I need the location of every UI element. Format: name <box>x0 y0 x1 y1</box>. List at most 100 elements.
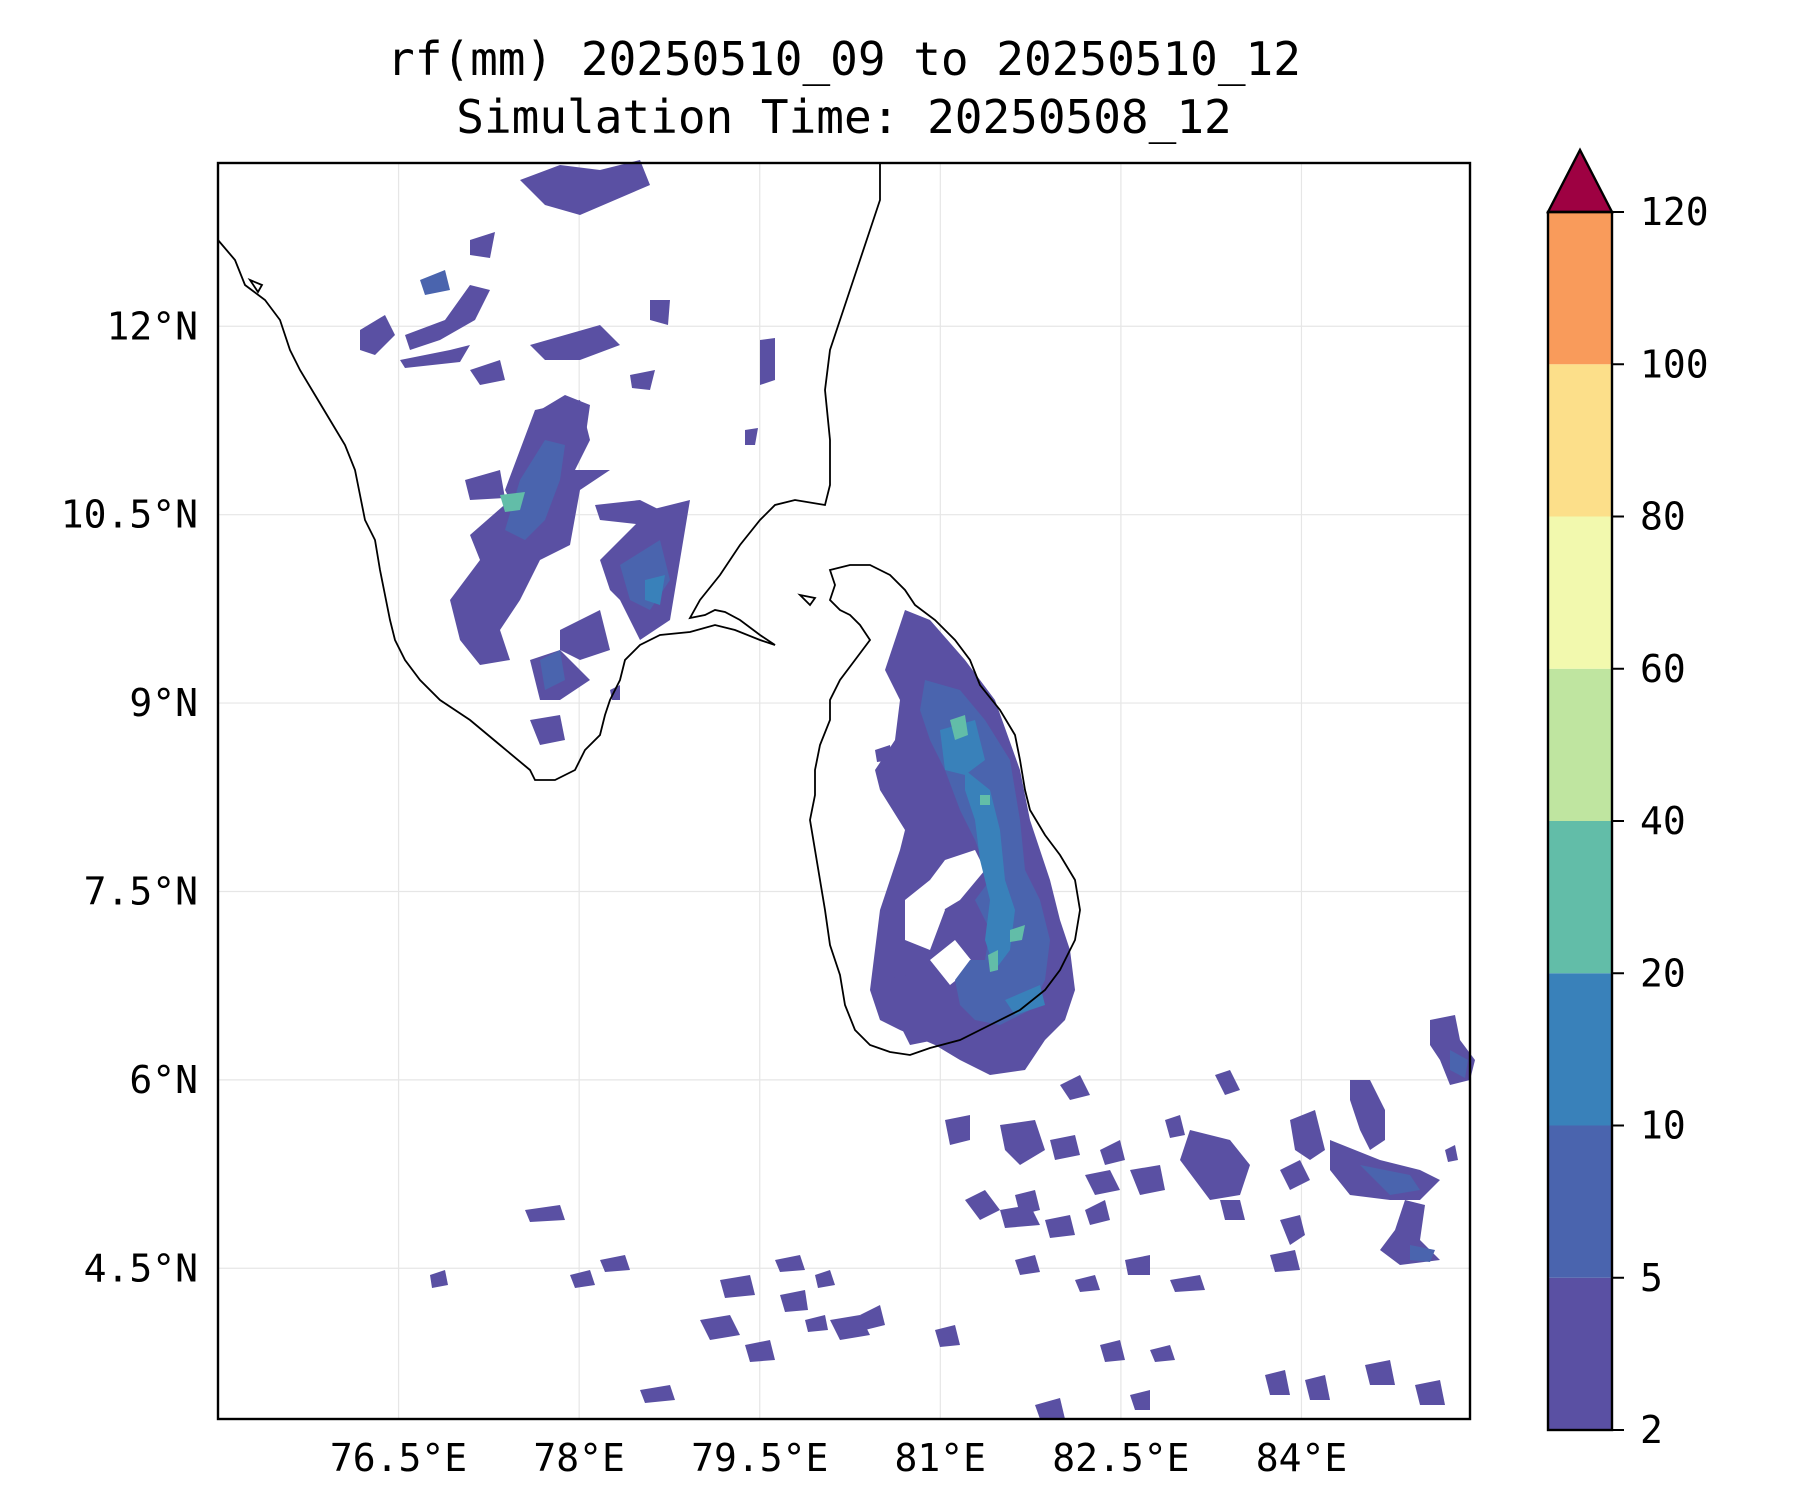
colorbar-label: 80 <box>1640 495 1686 539</box>
map-background <box>218 163 1470 1419</box>
x-tick-label: 79.5°E <box>691 1436 828 1480</box>
coastline-islet <box>247 278 264 294</box>
rain-patch <box>988 950 998 972</box>
rain-patch <box>700 1315 740 1340</box>
x-axis-ticks: 76.5°E 78°E 79.5°E 81°E 82.5°E 84°E <box>330 1436 1347 1480</box>
y-tick-label: 6°N <box>129 1058 198 1102</box>
rain-patch <box>950 715 968 740</box>
rain-patch <box>1035 1398 1065 1419</box>
rain-hole <box>905 880 945 950</box>
y-tick-label: 12°N <box>106 304 198 348</box>
y-tick-label: 10.5°N <box>61 493 198 537</box>
colorbar-segment <box>1548 364 1612 517</box>
rain-patch <box>650 300 670 325</box>
gridlines <box>218 163 1470 1419</box>
x-tick-label: 81°E <box>895 1436 987 1480</box>
rain-patch <box>1220 1200 1245 1220</box>
rain-patch <box>1130 1165 1165 1195</box>
rain-patch <box>420 270 450 295</box>
rain-patch <box>860 1305 885 1330</box>
rain-patch <box>1085 1200 1110 1225</box>
rain-patch <box>1270 1250 1300 1272</box>
rain-patch <box>520 160 650 215</box>
rain-patch <box>1075 1275 1100 1292</box>
y-tick-label: 7.5°N <box>84 869 198 913</box>
rain-patch <box>945 1115 970 1145</box>
y-axis-ticks: 12°N 10.5°N 9°N 7.5°N 6°N 4.5°N <box>61 304 198 1290</box>
colorbar-segment <box>1548 973 1612 1126</box>
rain-patch <box>1010 925 1025 942</box>
colorbar-label: 5 <box>1640 1256 1663 1300</box>
rain-patch <box>1280 1160 1310 1190</box>
map-title: rf(mm) 20250510_09 to 20250510_12 <box>387 32 1301 86</box>
rain-patch <box>1100 1340 1125 1362</box>
rain-patch <box>1165 1115 1185 1138</box>
rain-patch <box>965 770 1015 970</box>
colorbar-label: 60 <box>1640 647 1686 691</box>
rain-patch <box>940 720 985 775</box>
rain-patch <box>780 1290 808 1312</box>
colorbar: 2 5 10 20 40 60 80 100 120 <box>1546 147 1709 1452</box>
rain-patch <box>1450 1050 1468 1078</box>
rain-patch <box>600 1255 630 1272</box>
rain-patch <box>1180 1130 1250 1200</box>
rain-patch <box>745 1340 775 1362</box>
map-subtitle: Simulation Time: 20250508_12 <box>456 90 1232 144</box>
rain-patch <box>1350 1080 1385 1150</box>
rain-patch <box>1445 1145 1458 1162</box>
colorbar-label: 100 <box>1640 342 1709 386</box>
colorbar-segment <box>1548 212 1612 365</box>
rain-patch <box>1060 1075 1090 1100</box>
rain-patch <box>1290 1110 1325 1160</box>
colorbar-segment <box>1548 668 1612 821</box>
rain-patch <box>1000 1205 1040 1228</box>
rain-patch <box>1045 1215 1075 1238</box>
rain-patch <box>1305 1375 1330 1400</box>
rain-patch <box>1150 1345 1175 1362</box>
rain-patch <box>1365 1360 1395 1385</box>
rain-patch <box>1085 1170 1120 1195</box>
rain-patch <box>645 575 665 605</box>
coastline-islet <box>797 593 817 607</box>
rain-patch <box>815 1270 835 1288</box>
rain-patch <box>405 285 490 350</box>
rain-patch <box>1215 1070 1240 1095</box>
rain-patch <box>570 1270 595 1288</box>
x-tick-label: 82.5°E <box>1052 1436 1189 1480</box>
rain-patch <box>1360 1165 1420 1195</box>
rain-patch <box>805 1315 828 1332</box>
rain-patch <box>1000 1120 1045 1165</box>
rain-patch <box>745 428 758 445</box>
rain-patch <box>530 325 620 360</box>
rain-patch <box>965 1190 1000 1220</box>
rainfall-contours <box>360 160 1475 1419</box>
colorbar-label: 40 <box>1640 799 1686 843</box>
colorbar-label: 2 <box>1640 1408 1663 1452</box>
rain-patch <box>1100 1140 1125 1165</box>
colorbar-segment <box>1548 1277 1612 1430</box>
rain-patch <box>630 370 655 390</box>
colorbar-extend-arrow <box>1546 147 1614 214</box>
rain-patch <box>1280 1215 1305 1245</box>
colorbar-label: 10 <box>1640 1104 1686 1148</box>
rain-patch <box>1410 1245 1435 1262</box>
rain-patch <box>500 492 525 512</box>
colorbar-segment <box>1548 1125 1612 1278</box>
colorbar-segment <box>1548 821 1612 974</box>
rain-patch <box>540 650 565 690</box>
rain-patch <box>360 315 395 355</box>
rain-patch <box>525 1205 565 1222</box>
rain-patch <box>505 440 565 540</box>
rain-patch <box>890 960 908 978</box>
rain-patch <box>935 1325 960 1347</box>
rain-patch <box>900 1020 935 1045</box>
colorbar-segment <box>1548 516 1612 669</box>
rain-patch <box>775 1255 805 1272</box>
rain-patch <box>1125 1255 1150 1275</box>
rain-patch <box>1005 985 1045 1015</box>
colorbar-label: 20 <box>1640 951 1686 995</box>
rain-patch <box>470 232 495 258</box>
rain-patch <box>465 470 505 500</box>
rain-patch <box>400 345 470 368</box>
